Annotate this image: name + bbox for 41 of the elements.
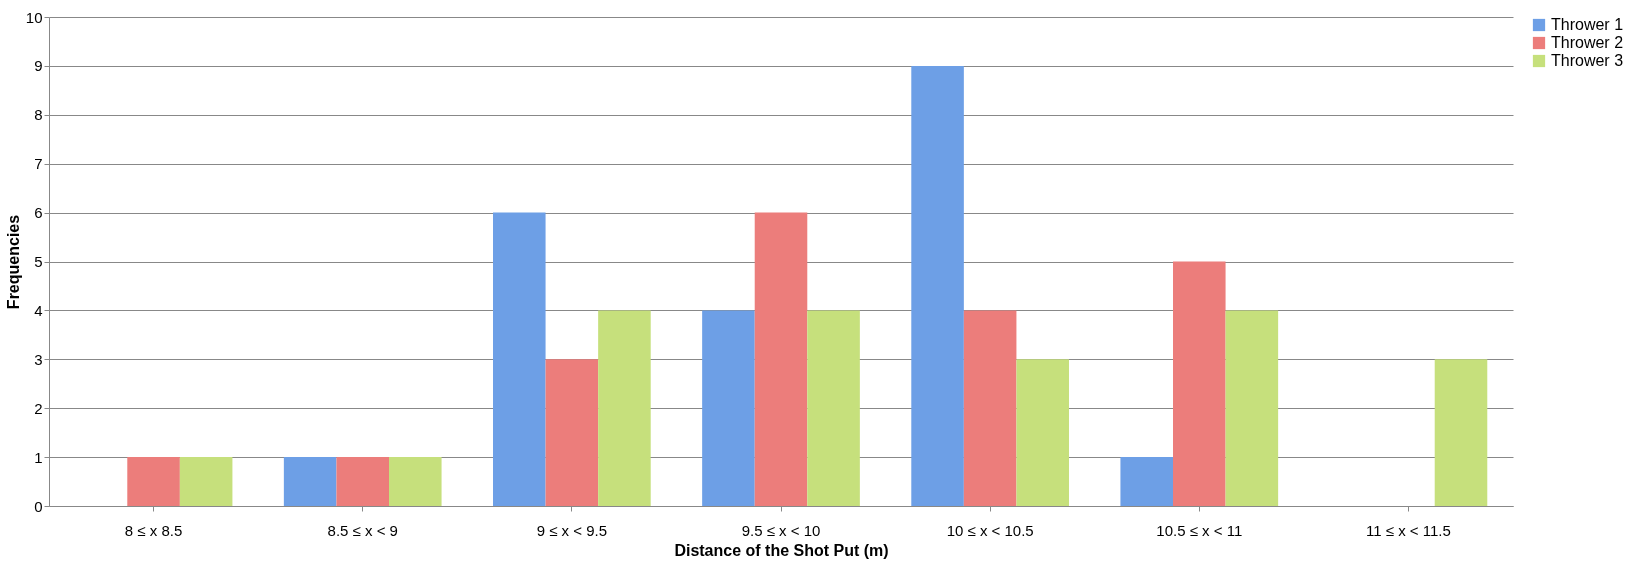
x-axis-title: Distance of the Shot Put (m): [674, 541, 889, 559]
x-tick-label: 10.5 ≤ x < 11: [1156, 521, 1243, 539]
y-tick-label: 4: [34, 301, 43, 319]
bar: [179, 457, 233, 506]
y-tick-label: 8: [34, 106, 43, 124]
bar: [389, 457, 442, 506]
bar: [545, 359, 599, 506]
y-tick-label: 1: [34, 448, 43, 466]
y-tick-label: 9: [34, 57, 43, 75]
y-axis-title: Frequencies: [4, 214, 22, 310]
y-tick-label: 0: [34, 497, 43, 515]
bar: [1120, 457, 1173, 506]
bar: [598, 310, 651, 506]
bar: [283, 457, 337, 506]
bar: [911, 65, 964, 506]
bar: [1173, 261, 1226, 506]
legend-label: Thrower 2: [1551, 34, 1624, 51]
y-tick-label: 3: [34, 350, 43, 368]
x-tick-label: 10 ≤ x < 10.5: [946, 521, 1034, 539]
bar: [1225, 310, 1279, 506]
y-tick-label: 2: [34, 399, 43, 417]
x-tick-label: 8.5 ≤ x < 9: [327, 521, 398, 539]
y-tick-label: 10: [25, 8, 43, 26]
legend-label: Thrower 3: [1551, 52, 1624, 69]
y-tick-label: 6: [34, 204, 43, 222]
x-tick-label: 9 ≤ x < 9.5: [536, 521, 608, 539]
bar: [336, 457, 389, 506]
bar: [963, 310, 1017, 506]
bar: [1434, 359, 1488, 506]
x-tick-label: 9.5 ≤ x < 10: [741, 521, 821, 539]
x-tick-label: 11 ≤ x < 11.5: [1366, 521, 1451, 539]
bar: [493, 212, 546, 506]
legend-label: Thrower 1: [1551, 16, 1624, 33]
y-tick-label: 5: [34, 253, 43, 270]
bar: [807, 310, 860, 506]
x-tick-label: 8 ≤ x 8.5: [124, 521, 183, 539]
bar: [1016, 359, 1069, 506]
bar: [754, 212, 808, 506]
y-tick-label: 7: [34, 155, 43, 173]
bar: [702, 310, 755, 506]
bar: [127, 457, 180, 506]
